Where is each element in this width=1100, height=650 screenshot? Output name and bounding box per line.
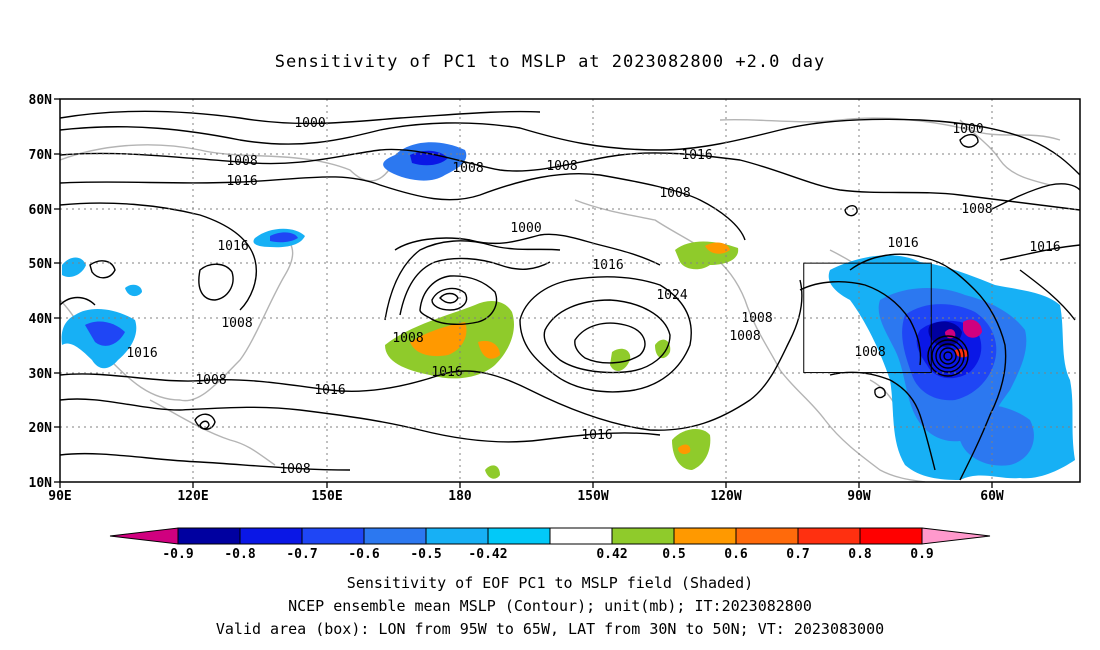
lat-tick-label: 30N xyxy=(29,367,53,382)
lat-tick-label: 10N xyxy=(29,476,53,491)
colorbar-label: -0.6 xyxy=(348,547,379,562)
colorbar-label: -0.8 xyxy=(224,547,255,562)
colorbar-segment xyxy=(673,527,737,545)
colorbar-label: 0.42 xyxy=(596,547,627,562)
contour-label: 1008 xyxy=(392,331,423,346)
colorbar-segment xyxy=(549,527,613,545)
contour-label: 1016 xyxy=(887,236,918,251)
colorbar-segment xyxy=(177,527,241,545)
colorbar-label: 0.8 xyxy=(848,547,872,562)
contour-label: 1016 xyxy=(581,428,612,443)
lat-axis: 80N 70N 60N 50N 40N 30N 20N 10N xyxy=(29,93,60,491)
colorbar: -0.9 -0.8 -0.7 -0.6 -0.5 -0.42 0.42 0.5 0.6 0.7 0.… xyxy=(109,527,991,562)
colorbar-label: 0.9 xyxy=(910,547,933,562)
colorbar-segment xyxy=(239,527,303,545)
captions: Sensitivity of EOF PC1 to MSLP field (Sh… xyxy=(216,574,884,638)
shade-east-pacific-pos-2 xyxy=(655,339,671,359)
shade-east-pacific-pos-1 xyxy=(610,348,631,372)
contour-label: 1016 xyxy=(126,346,157,361)
shade-pacific-pos-core xyxy=(410,322,467,357)
shade-china-neg xyxy=(125,284,142,297)
lat-tick-label: 50N xyxy=(29,257,53,272)
lon-tick-label: 120E xyxy=(177,489,208,504)
caption-line-2: NCEP ensemble mean MSLP (Contour); unit(… xyxy=(288,597,812,615)
mslp-contours xyxy=(60,110,1080,481)
colorbar-segment xyxy=(109,527,179,545)
contour-label: 1008 xyxy=(195,373,226,388)
shade-india-neg-1 xyxy=(62,257,86,277)
colorbar-segment xyxy=(859,527,923,545)
colorbar-label: 0.6 xyxy=(724,547,748,562)
contour-label: 1008 xyxy=(729,329,760,344)
gridlines xyxy=(60,99,1080,482)
shade-atlantic-south-neg xyxy=(956,404,1034,466)
lat-tick-label: 60N xyxy=(29,203,53,218)
shade-pacific-pos-core2 xyxy=(478,340,500,359)
lat-tick-label: 80N xyxy=(29,93,53,108)
lon-tick-label: 120W xyxy=(710,489,741,504)
contour-label: 1016 xyxy=(226,174,257,189)
contour-label: 1024 xyxy=(656,288,687,303)
colorbar-segment xyxy=(921,527,991,545)
colorbar-label: -0.9 xyxy=(162,547,193,562)
caption-line-3: Valid area (box): LON from 95W to 65W, L… xyxy=(216,620,884,638)
map-frame xyxy=(59,98,1081,483)
colorbar-segment xyxy=(425,527,489,545)
figure-title: Sensitivity of PC1 to MSLP at 2023082800… xyxy=(275,52,826,72)
colorbar-segment xyxy=(735,527,799,545)
colorbar-segment xyxy=(301,527,365,545)
valid-area-box xyxy=(803,262,932,374)
contour-label: 1016 xyxy=(217,239,248,254)
contour-label: 1008 xyxy=(961,202,992,217)
contour-label: 1008 xyxy=(659,186,690,201)
shade-india-neg-3 xyxy=(85,321,125,346)
lon-tick-label: 60W xyxy=(980,489,1004,504)
colorbar-segment xyxy=(363,527,427,545)
map-area: 1000 1000 1000 1008 1008 1008 1008 1008 … xyxy=(60,99,1080,482)
caption-line-1: Sensitivity of EOF PC1 to MSLP field (Sh… xyxy=(347,574,753,592)
contour-label: 1016 xyxy=(592,258,623,273)
shade-atlantic-strong-neg xyxy=(963,319,982,338)
lon-tick-label: 180 xyxy=(448,489,472,504)
shade-hawaii-pos xyxy=(485,465,500,479)
shade-canada-pos-core xyxy=(705,242,730,254)
contour-labels: 1000 1000 1000 1008 1008 1008 1008 1008 … xyxy=(126,116,1060,477)
lon-axis: 90E 120E 150E 180 150W 120W 90W 60W xyxy=(48,482,1004,504)
contour-label: 1000 xyxy=(510,221,541,236)
colorbar-segment xyxy=(797,527,861,545)
colorbar-label: -0.7 xyxy=(286,547,317,562)
lon-tick-label: 90W xyxy=(847,489,871,504)
lat-tick-label: 70N xyxy=(29,148,53,163)
colorbar-label: -0.42 xyxy=(468,547,507,562)
contour-label: 1016 xyxy=(681,148,712,163)
contour-label: 1016 xyxy=(314,383,345,398)
colorbar-label: -0.5 xyxy=(410,547,441,562)
shade-mexico-pos-core xyxy=(678,444,691,455)
contour-label: 1016 xyxy=(1029,240,1060,255)
contour-label: 1008 xyxy=(452,161,483,176)
colorbar-segment xyxy=(611,527,675,545)
lon-tick-label: 150W xyxy=(577,489,608,504)
colorbar-segment xyxy=(487,527,551,545)
contour-label: 1000 xyxy=(294,116,325,131)
contour-label: 1016 xyxy=(431,365,462,380)
contour-label: 1000 xyxy=(952,122,983,137)
colorbar-label: 0.7 xyxy=(786,547,809,562)
colorbar-label: 0.5 xyxy=(662,547,685,562)
lon-tick-label: 150E xyxy=(311,489,342,504)
contour-label: 1008 xyxy=(226,154,257,169)
lon-tick-label: 90E xyxy=(48,489,71,504)
contour-label: 1008 xyxy=(546,159,577,174)
shade-kamchatka-neg-core xyxy=(270,232,298,243)
contour-label: 1008 xyxy=(279,462,310,477)
lat-tick-label: 20N xyxy=(29,421,53,436)
shade-mexico-pos xyxy=(672,428,711,470)
lat-tick-label: 40N xyxy=(29,312,53,327)
contour-label: 1008 xyxy=(854,345,885,360)
contour-label: 1008 xyxy=(221,316,252,331)
